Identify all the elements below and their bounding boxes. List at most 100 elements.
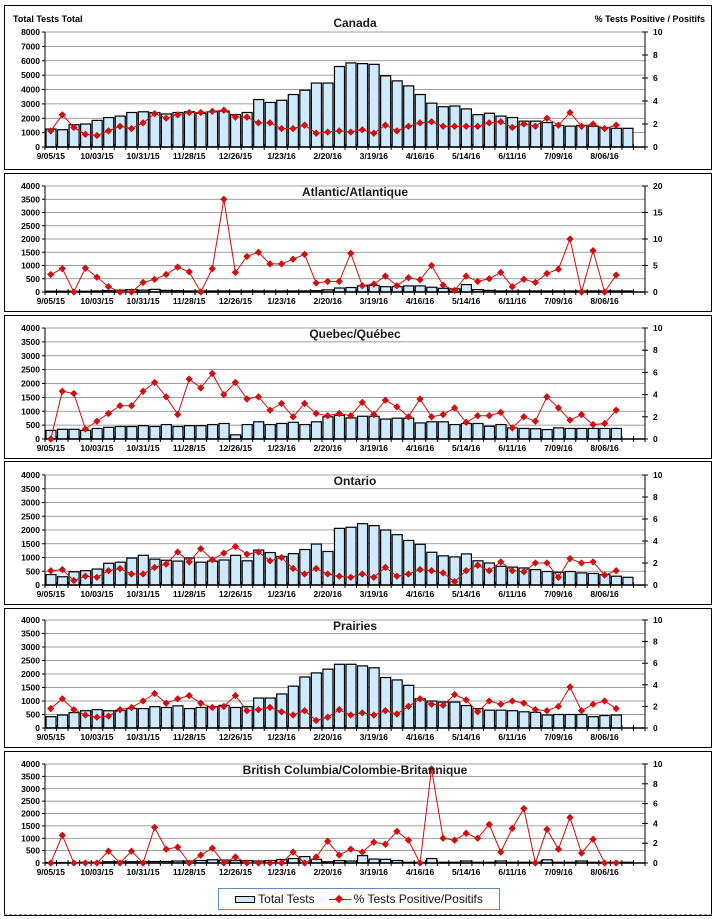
point-percent-positive	[485, 412, 493, 420]
x-tick-label: 4/16/16	[406, 151, 435, 161]
point-percent-positive	[231, 853, 240, 861]
x-tick-label: 10/03/15	[80, 151, 113, 161]
bar-total-tests	[333, 663, 346, 729]
point-percent-positive	[324, 128, 332, 136]
x-tick-label: 4/16/16	[406, 867, 435, 877]
chart-title: Prairies	[333, 619, 377, 633]
point-percent-positive	[47, 270, 55, 279]
point-percent-positive	[450, 404, 459, 412]
bar-total-tests	[183, 111, 196, 148]
bar-total-tests	[564, 570, 576, 586]
y2-tick-label: 10	[653, 27, 663, 37]
y-tick-label: 2000	[21, 809, 40, 819]
y-tick-label: 4000	[21, 181, 40, 191]
chart-title: Quebec/Québec	[309, 327, 401, 341]
point-percent-positive	[162, 270, 170, 279]
x-tick-label: 5/14/16	[452, 296, 481, 306]
x-tick-label: 2/20/16	[314, 732, 343, 742]
point-percent-positive	[612, 406, 620, 414]
bar-total-tests	[414, 422, 426, 440]
x-tick-label: 6/11/16	[498, 589, 526, 599]
bar-total-tests	[356, 665, 369, 729]
y-tick-label: 1000	[21, 128, 40, 138]
point-percent-positive	[174, 843, 182, 851]
bar-total-tests	[149, 425, 161, 440]
bar-total-tests	[530, 428, 542, 440]
y2-tick-label: 2	[653, 558, 658, 568]
x-tick-label: 7/09/16	[544, 443, 573, 453]
bar-total-tests	[276, 99, 288, 148]
y-tick-label: 4000	[21, 615, 40, 625]
point-percent-positive	[370, 280, 378, 288]
point-percent-positive	[81, 711, 90, 719]
chart-svg: 0 500 1000 1500 2000 2500 3000 3500 4000 0 2 4 6 8 10 9…	[21, 615, 663, 742]
bar-total-tests	[530, 568, 542, 586]
x-tick-label: 8/06/16	[590, 151, 619, 161]
point-percent-positive	[554, 404, 563, 412]
y-tick-label: 2000	[21, 113, 40, 123]
point-percent-positive	[162, 393, 170, 401]
point-percent-positive	[508, 283, 516, 291]
point-percent-positive	[243, 395, 251, 403]
point-percent-positive	[566, 683, 574, 691]
x-tick-label: 3/19/16	[360, 443, 389, 453]
legend-label-total-tests: Total Tests	[258, 892, 315, 906]
bar-total-tests	[45, 716, 57, 729]
bar-total-tests	[414, 543, 426, 586]
bar-total-tests	[322, 82, 334, 148]
bar-total-tests	[610, 714, 623, 729]
point-percent-positive	[439, 122, 447, 130]
bar-total-tests	[587, 427, 599, 440]
y-tick-label: 500	[26, 420, 40, 430]
x-tick-label: 4/16/16	[406, 732, 435, 742]
bar-total-tests	[380, 529, 392, 586]
chart-panel-4: 0 500 1000 1500 2000 2500 3000 3500 4000 0 2 4 6 8 10 9…	[4, 608, 712, 748]
bar-total-tests	[160, 423, 173, 440]
bar-total-tests	[460, 283, 473, 293]
point-percent-positive	[70, 288, 78, 296]
point-percent-positive	[93, 417, 101, 425]
y-tick-label: 3000	[21, 642, 40, 652]
point-percent-positive	[127, 124, 136, 133]
x-tick-label: 3/19/16	[360, 296, 389, 306]
x-tick-label: 9/05/15	[37, 732, 66, 742]
x-tick-label: 12/26/15	[219, 296, 252, 306]
point-percent-positive	[566, 235, 574, 243]
point-percent-positive	[70, 576, 78, 585]
point-percent-positive	[289, 124, 297, 133]
bar-total-tests	[460, 422, 473, 440]
point-percent-positive	[370, 838, 378, 846]
point-percent-positive	[220, 549, 228, 557]
bar-total-tests	[333, 414, 346, 440]
x-tick-label: 10/31/15	[127, 296, 160, 306]
point-percent-positive	[335, 277, 343, 286]
bar-total-tests	[56, 129, 69, 148]
bar-total-tests	[553, 713, 565, 729]
bar-total-tests	[460, 704, 473, 729]
bar-total-tests	[287, 685, 299, 729]
bar-total-tests	[576, 427, 588, 440]
point-percent-positive	[589, 246, 597, 255]
y-tick-label: 0	[35, 142, 40, 152]
bar-total-tests	[414, 698, 426, 729]
bar-total-tests	[91, 427, 103, 440]
point-percent-positive	[243, 252, 251, 261]
bar-total-tests	[587, 716, 599, 729]
y-tick-label: 3500	[21, 194, 40, 204]
point-percent-positive	[58, 111, 66, 119]
bar-total-tests	[553, 124, 565, 148]
point-percent-positive	[47, 435, 55, 443]
bar-total-tests	[472, 114, 484, 148]
x-tick-label: 3/19/16	[360, 867, 389, 877]
point-percent-positive	[554, 121, 563, 129]
point-percent-positive	[324, 837, 332, 845]
line-percent-positive	[50, 768, 617, 865]
bar-total-tests	[345, 417, 357, 440]
x-tick-label: 8/06/16	[590, 589, 619, 599]
y-tick-label: 1500	[21, 539, 40, 549]
point-percent-positive	[381, 563, 390, 572]
bar-total-tests	[241, 560, 253, 586]
y2-tick-label: 0	[653, 580, 658, 590]
x-tick-label: 2/20/16	[314, 589, 343, 599]
point-percent-positive	[600, 288, 609, 296]
